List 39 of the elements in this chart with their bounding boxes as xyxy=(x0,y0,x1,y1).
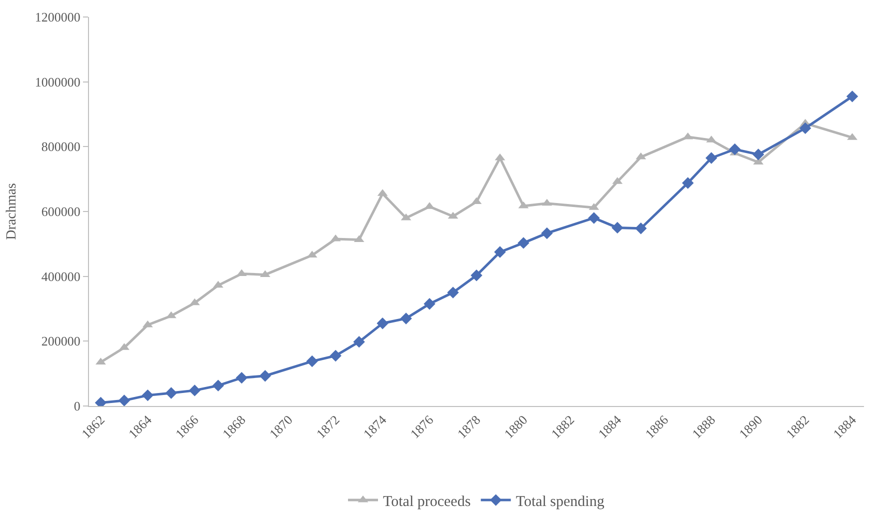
point xyxy=(494,246,506,258)
point xyxy=(541,227,553,240)
y-tick-label: 1200000 xyxy=(34,10,80,25)
point xyxy=(728,143,741,156)
point xyxy=(353,336,365,348)
point xyxy=(470,270,482,282)
point xyxy=(306,355,318,368)
point xyxy=(706,152,718,164)
y-tick-label: 400000 xyxy=(41,268,80,284)
point xyxy=(236,372,248,384)
point xyxy=(166,311,176,318)
point xyxy=(846,90,858,102)
y-tick-label: 200000 xyxy=(41,334,80,349)
point xyxy=(188,384,201,396)
y-tick-label: 0 xyxy=(74,398,80,414)
point xyxy=(752,148,764,160)
legend-label: Total spending xyxy=(516,494,605,510)
point xyxy=(799,122,812,134)
point xyxy=(142,320,153,328)
point xyxy=(330,350,342,362)
point xyxy=(165,387,178,399)
point xyxy=(518,237,530,249)
point xyxy=(424,298,436,310)
point xyxy=(212,380,224,392)
point xyxy=(682,177,694,189)
point xyxy=(635,222,647,234)
point xyxy=(612,222,624,234)
point xyxy=(259,370,271,382)
y-axis-title: Drachmas xyxy=(4,183,20,240)
point xyxy=(588,212,600,224)
point xyxy=(142,389,154,402)
legend-label: Total proceeds xyxy=(383,494,471,510)
y-tick-label: 800000 xyxy=(41,139,80,154)
point xyxy=(118,394,130,406)
point xyxy=(376,317,388,330)
y-tick-label: 1000000 xyxy=(34,74,80,90)
y-tick-label: 600000 xyxy=(41,204,80,220)
point xyxy=(447,286,459,298)
point xyxy=(400,312,412,324)
